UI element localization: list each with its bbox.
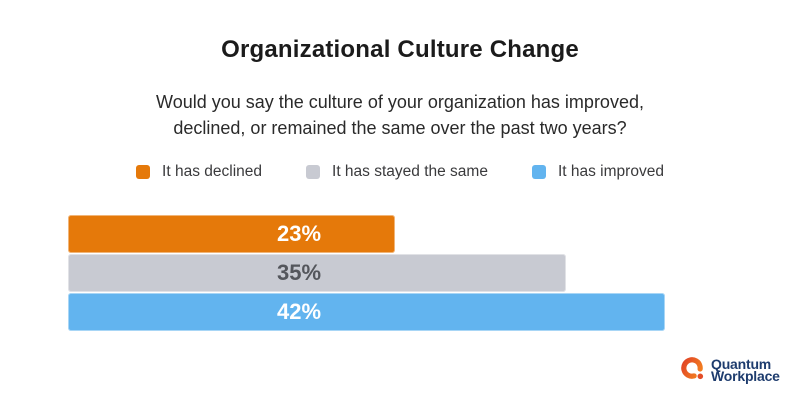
legend-swatch-icon — [136, 165, 151, 179]
bar-chart-plot-area: 23% 35% 42% — [68, 215, 788, 332]
legend-label: It has stayed the same — [332, 163, 488, 180]
chart-legend: It has declined It has stayed the same It … — [0, 163, 800, 181]
brand-name-line-1: Quantum — [711, 355, 772, 372]
chart-subtitle-line-2: declined, or remained the same over the … — [173, 118, 627, 138]
bar-1 — [68, 254, 566, 292]
brand-logo: Quantum Workplace — [681, 357, 780, 383]
bar-2 — [68, 293, 665, 331]
legend-label: It has declined — [162, 163, 263, 180]
bar-row: 42% — [68, 293, 788, 331]
chart-subtitle-line-1: Would you say the culture of your organi… — [156, 92, 644, 112]
bar-row: 35% — [68, 254, 788, 292]
bar-row: 23% — [68, 215, 788, 253]
bar-value-label: 23% — [276, 221, 322, 246]
chart-subtitle: Would you say the culture of your organi… — [0, 89, 800, 141]
brand-name: Quantum Workplace — [711, 355, 780, 384]
quantum-workplace-logo-icon — [681, 357, 704, 380]
chart-title: Organizational Culture Change — [221, 36, 579, 63]
legend-item-2: It has improved — [531, 163, 664, 181]
bar-value-label: 42% — [276, 299, 322, 324]
legend-label: It has improved — [557, 163, 664, 180]
legend-item-0: It has declined — [136, 163, 262, 181]
bar-0 — [68, 215, 395, 253]
bar-value-label: 35% — [276, 260, 322, 285]
brand-name-line-2: Workplace — [711, 368, 780, 384]
legend-swatch-icon — [306, 165, 321, 179]
legend-swatch-icon — [531, 165, 546, 179]
legend-item-1: It has stayed the same — [306, 163, 488, 181]
